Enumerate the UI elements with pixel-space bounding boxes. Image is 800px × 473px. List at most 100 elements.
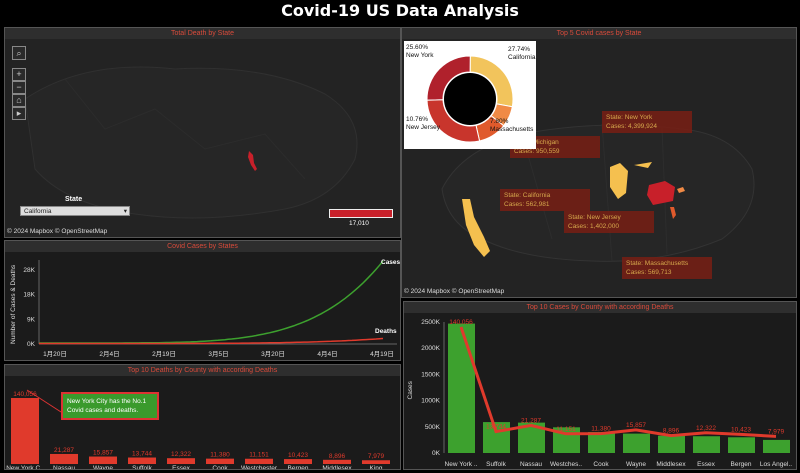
home-icon[interactable]: ⌂ [12, 94, 26, 107]
death-bar-label: 11,151 [249, 452, 269, 459]
deaths-overlay-line [459, 326, 777, 438]
death-point-label: 15,857 [626, 422, 646, 429]
total-death-map-panel: Total Death by State ⌕ + − ⌂ ▸ State Cal… [4, 27, 401, 238]
case-bar[interactable] [728, 437, 755, 453]
donut-pct-label: 27.74% [508, 46, 530, 53]
death-bar[interactable] [323, 459, 351, 464]
death-bar[interactable] [167, 458, 195, 464]
death-bar-label: 13,744 [132, 451, 152, 458]
map-area[interactable]: State: New York Cases: 4,399,924 State: M… [402, 39, 796, 297]
x-tick-label: 2月19日 [152, 350, 176, 358]
callout-massachusetts: State: Massachusetts Cases: 569,713 [622, 257, 712, 279]
michigan-state[interactable] [610, 162, 652, 199]
donut-slice-michigan[interactable] [426, 99, 481, 143]
case-bar[interactable] [763, 439, 790, 453]
panel-title: Top 10 Cases by County with according De… [404, 302, 796, 313]
county-tick-label: Westches.. [550, 461, 582, 468]
county-tick-label: Middlesex [656, 461, 686, 468]
new-york-state[interactable] [647, 181, 675, 205]
death-point-label: 140,056 [449, 319, 473, 326]
california-state[interactable] [462, 199, 490, 257]
county-tick-label: Nassau [520, 461, 542, 468]
map-area[interactable]: ⌕ + − ⌂ ▸ State California ▾ 17,010 © 20… [5, 39, 400, 237]
case-bar[interactable] [658, 435, 685, 453]
donut-pct-label: 10.76% [406, 116, 428, 123]
donut-name-label: California [508, 54, 536, 61]
death-point-label: 8,896 [663, 428, 680, 435]
top10-cases-panel: Top 10 Cases by County with according De… [403, 301, 797, 470]
death-point-label: 11,380 [591, 426, 611, 433]
zoom-in-icon[interactable]: + [12, 68, 26, 81]
death-bar[interactable] [50, 453, 78, 464]
y-tick-label: 2000K [421, 345, 440, 352]
case-bar[interactable] [623, 433, 650, 453]
county-tick-label: Wayne [93, 465, 113, 470]
county-tick-label: New York .. [445, 461, 478, 468]
top10-deaths-panel: Top 10 Deaths by County with according D… [4, 364, 401, 470]
death-point-label: 10,423 [731, 426, 751, 433]
legend-color-bar [329, 209, 393, 218]
callout-california: State: California Cases: 562,981 [500, 189, 590, 211]
death-bar-label: 11,380 [210, 452, 230, 459]
map-attribution: © 2024 Mapbox © OpenStreetMap [7, 228, 108, 235]
california-highlight[interactable] [248, 151, 257, 171]
county-tick-label: Wayne [626, 461, 646, 468]
annotation-pointer [26, 389, 62, 413]
line-chart[interactable]: Number of Cases & Deaths 0K 9K 18K 28K 1月20… [5, 252, 401, 361]
case-bar[interactable] [483, 422, 510, 453]
county-tick-label: Nassau [53, 465, 75, 470]
death-bar[interactable] [128, 457, 156, 464]
panel-title: Total Death by State [5, 28, 400, 39]
county-tick-label: New York C.. [6, 465, 44, 470]
x-tick-label: 2月4日 [99, 350, 119, 358]
case-bar[interactable] [588, 432, 615, 453]
chevron-down-icon: ▾ [123, 208, 127, 215]
zoom-out-icon[interactable]: − [12, 81, 26, 94]
x-tick-label: 4月19日 [370, 350, 394, 358]
lasso-icon[interactable]: ▸ [12, 107, 26, 120]
y-tick-label: 18K [23, 292, 35, 299]
series-label-cases: Cases [381, 259, 401, 266]
new-jersey-state[interactable] [670, 207, 676, 219]
cases-bar-chart[interactable]: 0K 500K 1000K 1500K 2000K 2500K Cases New York … [404, 313, 797, 470]
death-bar[interactable] [206, 458, 234, 464]
case-bar[interactable] [448, 323, 475, 453]
county-tick-label: Suffolk [132, 465, 153, 470]
donut-hole [444, 73, 496, 125]
y-axis-label: Cases [407, 380, 414, 399]
massachusetts-state[interactable] [677, 187, 685, 193]
x-tick-label: 3月20日 [261, 350, 285, 358]
death-bar-label: 12,322 [171, 451, 191, 458]
death-point-label: 7,979 [768, 428, 785, 435]
map-search-icon[interactable]: ⌕ [12, 46, 26, 60]
county-tick-label: Bergen [288, 465, 309, 470]
death-bar[interactable] [89, 456, 117, 464]
county-tick-label: Cook [212, 465, 228, 470]
annotation-note: New York City has the No.1 Covid cases a… [61, 392, 159, 420]
deaths-series-line [39, 337, 384, 345]
death-bar[interactable] [284, 459, 312, 464]
donut-pct-label: 7.80% [490, 118, 509, 125]
death-bar[interactable] [11, 398, 39, 464]
deaths-bar-chart[interactable]: 140,056 New York C.. 21,287 Nassau 15,857 Way… [5, 376, 401, 470]
death-bar-label: 7,979 [368, 453, 385, 460]
donut-name-label: Massachusetts [490, 126, 534, 133]
donut-chart-box[interactable]: 25.60% New York 27.74% California 7.80% Massa… [404, 41, 536, 149]
case-bar[interactable] [693, 436, 720, 453]
county-tick-label: Bergen [731, 461, 752, 468]
county-tick-label: Cook [593, 461, 609, 468]
y-tick-label: 0K [432, 450, 441, 457]
y-tick-label: 0K [27, 341, 36, 348]
county-tick-label: Middlesex [322, 465, 352, 470]
death-bar[interactable] [245, 458, 273, 464]
death-point-label: 11,151 [556, 426, 576, 433]
county-tick-label: Suffolk [486, 461, 507, 468]
y-axis-label: Number of Cases & Deaths [10, 264, 17, 344]
callout-new-york: State: New York Cases: 4,399,924 [602, 111, 692, 133]
death-bar[interactable] [362, 460, 390, 464]
x-tick-label: 4月4日 [317, 350, 337, 358]
state-filter-select[interactable]: California ▾ [20, 206, 130, 216]
donut-name-label: New Jersey [406, 124, 441, 131]
donut-name-label: New York [406, 52, 434, 59]
x-tick-label: 3月5日 [208, 350, 228, 358]
